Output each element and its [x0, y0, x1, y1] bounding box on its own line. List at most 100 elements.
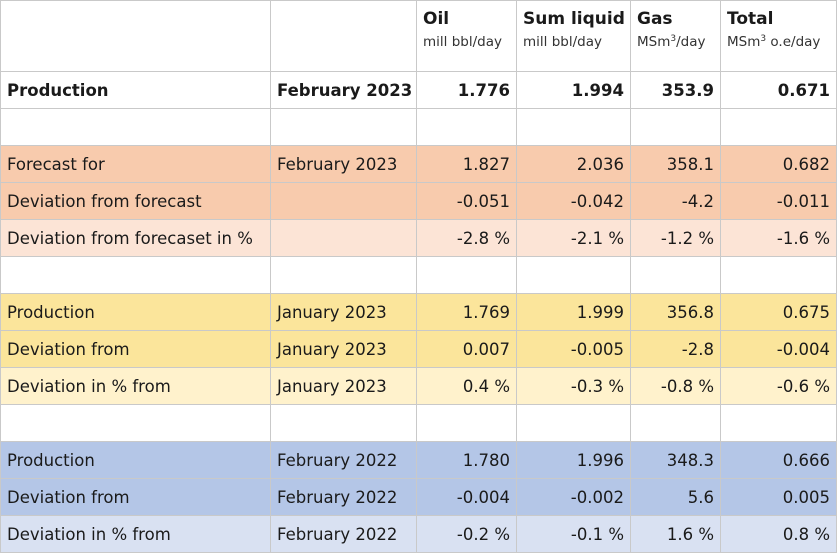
spacer-cell — [516, 108, 631, 146]
spacer-cell — [516, 404, 631, 442]
row-label: Deviation from forecast — [0, 182, 271, 220]
value-cell: -0.2 % — [416, 515, 517, 553]
value-cell: -0.002 — [516, 478, 631, 516]
table-row: Deviation from February 2022 -0.004 -0.002 5… — [0, 478, 837, 516]
header-gas: Gas MSm3/day — [630, 0, 721, 72]
spacer-row — [0, 404, 837, 442]
value-cell: 0.005 — [720, 478, 837, 516]
spacer-cell — [270, 256, 417, 294]
header-unit: mill bbl/day — [523, 34, 602, 50]
value-cell: 1.769 — [416, 293, 517, 331]
table-row: Deviation in % from January 2023 0.4 % -0.3… — [0, 367, 837, 405]
value-cell: -0.004 — [416, 478, 517, 516]
spacer-cell — [0, 108, 271, 146]
table-row: Deviation from forecast -0.051 -0.042 -4.2-… — [0, 182, 837, 220]
table-row: Production January 2023 1.769 1.999 356.8 0.6… — [0, 293, 837, 331]
spacer-cell — [0, 256, 271, 294]
header-unit: MSm3 o.e/day — [727, 34, 821, 50]
value-cell: 1.827 — [416, 145, 517, 183]
spacer-cell — [720, 108, 837, 146]
spacer-cell — [630, 108, 721, 146]
spacer-row — [0, 256, 837, 294]
value-cell: -0.1 % — [516, 515, 631, 553]
value-cell: -0.011 — [720, 182, 837, 220]
spacer-cell — [0, 404, 271, 442]
value-cell: 1.776 — [416, 71, 517, 109]
table-row: Production February 2022 1.780 1.996 348.3 0.… — [0, 441, 837, 479]
row-period: February 2023 — [270, 145, 417, 183]
value-cell: 1.6 % — [630, 515, 721, 553]
row-label: Deviation from — [0, 478, 271, 516]
value-cell: -0.6 % — [720, 367, 837, 405]
table-row: Deviation from January 2023 0.007 -0.005 -2.… — [0, 330, 837, 368]
value-cell: 5.6 — [630, 478, 721, 516]
row-label: Deviation in % from — [0, 367, 271, 405]
value-cell: -2.8 — [630, 330, 721, 368]
table-row: Deviation in % from February 2022 -0.2 % -0… — [0, 515, 837, 553]
spacer-cell — [516, 256, 631, 294]
value-cell: 0.007 — [416, 330, 517, 368]
row-period: February 2022 — [270, 515, 417, 553]
value-cell: 0.4 % — [416, 367, 517, 405]
spacer-cell — [720, 256, 837, 294]
value-cell: -0.3 % — [516, 367, 631, 405]
row-period: February 2022 — [270, 478, 417, 516]
value-cell: 353.9 — [630, 71, 721, 109]
value-cell: 1.996 — [516, 441, 631, 479]
table-row: Production February 2023 1.776 1.994 353.9 0.… — [0, 71, 837, 109]
value-cell: -0.051 — [416, 182, 517, 220]
row-label: Deviation in % from — [0, 515, 271, 553]
spacer-cell — [630, 256, 721, 294]
header-oil: Oil mill bbl/day — [416, 0, 517, 72]
row-label: Production — [0, 71, 271, 109]
value-cell: 2.036 — [516, 145, 631, 183]
value-cell: -0.042 — [516, 182, 631, 220]
row-period — [270, 182, 417, 220]
value-cell: 0.682 — [720, 145, 837, 183]
value-cell: 1.994 — [516, 71, 631, 109]
header-title: Oil — [423, 9, 450, 29]
row-label: Deviation from — [0, 330, 271, 368]
value-cell: -0.004 — [720, 330, 837, 368]
header-row: Oil mill bbl/day Sum liquid mill bbl/day… — [0, 0, 837, 72]
value-cell: 1.999 — [516, 293, 631, 331]
value-cell: -1.6 % — [720, 219, 837, 257]
row-period: January 2023 — [270, 367, 417, 405]
header-empty-label — [0, 0, 271, 72]
spacer-row — [0, 108, 837, 146]
spacer-cell — [720, 404, 837, 442]
header-empty-period — [270, 0, 417, 72]
value-cell: -2.1 % — [516, 219, 631, 257]
row-label: Deviation from forecaset in % — [0, 219, 271, 257]
spacer-cell — [416, 108, 517, 146]
value-cell: -2.8 % — [416, 219, 517, 257]
row-label: Production — [0, 441, 271, 479]
spacer-cell — [630, 404, 721, 442]
value-cell: 0.675 — [720, 293, 837, 331]
spacer-cell — [270, 404, 417, 442]
value-cell: 0.666 — [720, 441, 837, 479]
row-period: February 2022 — [270, 441, 417, 479]
header-title: Total — [727, 9, 774, 29]
value-cell: 348.3 — [630, 441, 721, 479]
value-cell: 0.671 — [720, 71, 837, 109]
value-cell: -0.8 % — [630, 367, 721, 405]
header-unit: MSm3/day — [637, 34, 706, 50]
spacer-cell — [416, 404, 517, 442]
header-title: Sum liquid — [523, 9, 625, 29]
header-sum-liquid: Sum liquid mill bbl/day — [516, 0, 631, 72]
header-total: Total MSm3 o.e/day — [720, 0, 837, 72]
row-period — [270, 219, 417, 257]
table-row: Deviation from forecaset in % -2.8 % -2.1 … — [0, 219, 837, 257]
row-label: Production — [0, 293, 271, 331]
value-cell: 358.1 — [630, 145, 721, 183]
row-period: January 2023 — [270, 330, 417, 368]
spacer-cell — [416, 256, 517, 294]
value-cell: 356.8 — [630, 293, 721, 331]
value-cell: -0.005 — [516, 330, 631, 368]
row-period: January 2023 — [270, 293, 417, 331]
table-row: Forecast for February 2023 1.827 2.036 358.1… — [0, 145, 837, 183]
header-unit: mill bbl/day — [423, 34, 502, 50]
row-label: Forecast for — [0, 145, 271, 183]
